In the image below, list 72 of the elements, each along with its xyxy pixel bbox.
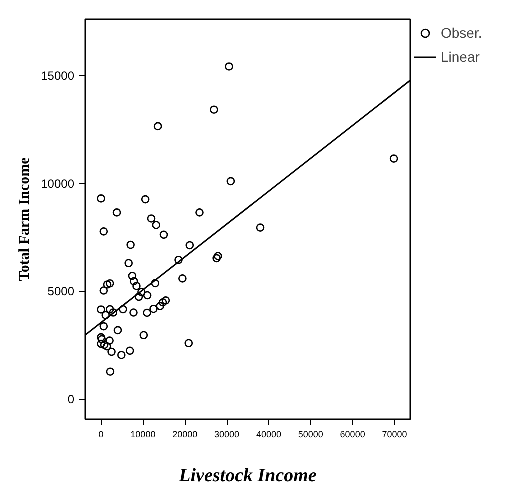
legend-label: Linear [441, 49, 480, 65]
point [141, 195, 150, 204]
y-tick-label: 10000 [41, 176, 75, 191]
point [100, 228, 108, 236]
point [106, 305, 114, 314]
point [143, 291, 152, 300]
y-tick-label: 5000 [48, 284, 75, 299]
y-tick-label: 15000 [41, 69, 75, 84]
point [152, 221, 161, 230]
point [174, 256, 183, 264]
point [103, 280, 112, 289]
point [156, 302, 164, 310]
point [256, 224, 265, 232]
x-tick-label: 10000 [130, 430, 156, 440]
x-tick-label: 70000 [382, 430, 408, 440]
point [128, 272, 137, 280]
point [210, 106, 218, 114]
point [134, 292, 144, 302]
point [130, 308, 138, 317]
point [97, 333, 106, 342]
point [390, 154, 398, 163]
point [97, 194, 106, 203]
x-tick-label: 0 [98, 430, 104, 440]
point [97, 306, 106, 314]
x-tick-label: 50000 [298, 430, 324, 440]
x-tick-label: 60000 [340, 430, 366, 440]
y-tick-label: 0 [68, 392, 75, 407]
point [100, 322, 108, 331]
point [109, 308, 118, 317]
point [226, 177, 236, 186]
x-tick-label: 20000 [172, 430, 198, 440]
point [137, 288, 146, 296]
point [106, 368, 115, 376]
point [158, 298, 168, 307]
point [225, 62, 234, 71]
x-tick-label: 40000 [256, 430, 282, 440]
point [114, 326, 122, 335]
point [97, 340, 106, 348]
point [102, 311, 110, 320]
point [126, 240, 135, 250]
x-axis-title: Livestock Income [178, 466, 318, 486]
point [126, 346, 134, 356]
point [162, 296, 170, 305]
x-tick-label: 30000 [214, 430, 240, 440]
point [140, 331, 148, 340]
point [98, 335, 106, 344]
point [160, 230, 168, 240]
point [196, 208, 204, 217]
point [178, 274, 187, 283]
point [147, 214, 156, 223]
point [106, 336, 114, 345]
point [106, 280, 114, 288]
point [154, 122, 162, 131]
point [112, 208, 122, 217]
point [186, 241, 194, 250]
legend-label: Obser. [441, 25, 482, 41]
point [151, 279, 160, 288]
y-axis-title: Total Farm Income [17, 157, 34, 282]
point [184, 339, 194, 348]
point [214, 252, 222, 260]
point [143, 308, 152, 318]
point [117, 351, 126, 360]
point [132, 282, 141, 290]
point [119, 305, 128, 314]
point [130, 277, 138, 286]
point [103, 342, 112, 351]
point [100, 286, 108, 295]
point [100, 340, 109, 350]
point [124, 259, 133, 268]
point [150, 304, 158, 314]
point [212, 254, 221, 263]
point [108, 348, 116, 356]
